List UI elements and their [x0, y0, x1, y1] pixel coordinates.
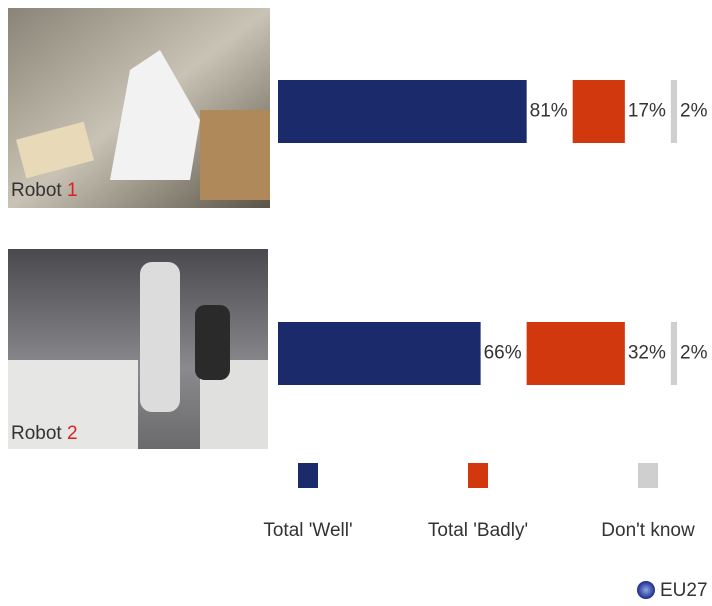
value-label: 17%: [628, 101, 666, 122]
bar-segment: [526, 322, 625, 385]
legend-swatch: [298, 463, 318, 488]
bar-segment: [278, 80, 527, 143]
bar-segment: [572, 80, 625, 143]
bar-segment: [278, 322, 481, 385]
photo-label-prefix: Robot: [11, 180, 62, 201]
bar-segment: [670, 80, 677, 143]
legend-label: Don't know: [601, 520, 695, 541]
photo-label-prefix: Robot: [11, 423, 62, 444]
value-label: 2%: [680, 343, 708, 364]
robot-2-photo: [8, 249, 268, 449]
value-label: 32%: [628, 343, 666, 364]
bar-segment: [670, 322, 677, 385]
value-label: 2%: [680, 101, 708, 122]
value-label: 81%: [530, 101, 568, 122]
source-label: EU27: [660, 580, 708, 601]
legend-label: Total 'Well': [263, 520, 352, 541]
legend-swatch: [468, 463, 488, 488]
photo-label-number: 1: [67, 180, 78, 201]
legend-swatch: [638, 463, 658, 488]
value-label: 66%: [484, 343, 522, 364]
photo-label: Robot 1: [11, 180, 78, 201]
legend-label: Total 'Badly': [428, 520, 528, 541]
photo-label: Robot 2: [11, 423, 78, 444]
photo-label-number: 2: [67, 423, 78, 444]
eu-flag-icon: [637, 581, 655, 599]
robot-1-photo: [8, 8, 270, 208]
